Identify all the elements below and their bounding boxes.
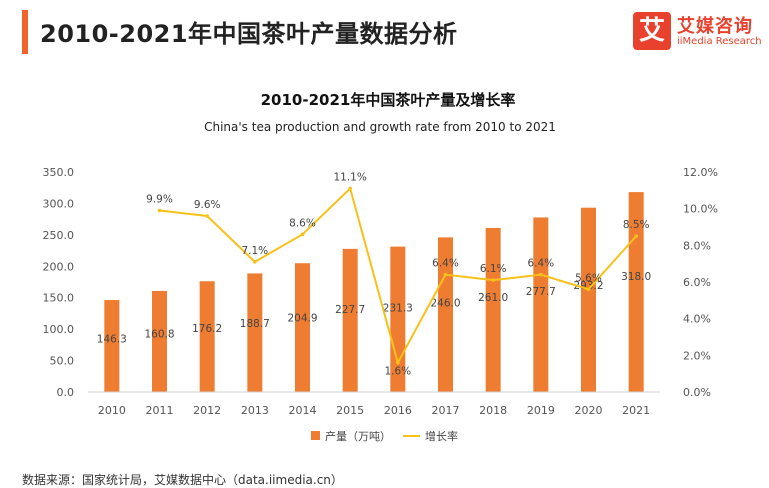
bar-value-label: 227.7 — [335, 304, 365, 316]
line-point — [539, 272, 543, 277]
legend-label-line: 增长率 — [425, 429, 458, 443]
x-tick-label: 2015 — [336, 404, 364, 417]
y-axis-left: 0.0 50.0 100.0 150.0 200.0 250.0 300.0 350.0 — [43, 166, 75, 399]
line-point — [586, 287, 591, 292]
bar — [104, 300, 120, 392]
x-axis: 2010 2011 2012 2013 2014 2015 2016 2017 2018 2019… — [88, 391, 660, 417]
y-left-tick-label: 300.0 — [43, 197, 75, 210]
x-tick-label: 2014 — [289, 404, 317, 417]
legend-label-bar: 产量（万吨） — [325, 429, 391, 443]
y-left-tick-label: 350.0 — [43, 166, 75, 179]
line-value-label: 8.5% — [623, 219, 650, 231]
line-value-label: 7.1% — [241, 245, 268, 257]
bar-value-label: 146.3 — [97, 334, 127, 346]
bar-value-label: 277.7 — [526, 286, 556, 298]
y-left-tick-label: 250.0 — [43, 229, 75, 242]
legend-swatch-bar — [311, 431, 320, 440]
x-tick-label: 2017 — [432, 404, 460, 417]
y-left-tick-label: 100.0 — [43, 323, 75, 336]
bar-value-label: 231.3 — [383, 303, 413, 315]
bar — [152, 290, 167, 392]
line-point — [396, 360, 400, 365]
line-point — [491, 278, 495, 282]
bar — [628, 192, 644, 392]
line-point — [157, 208, 162, 213]
x-tick-label: 2010 — [98, 404, 126, 417]
x-tick-label: 2019 — [527, 404, 555, 417]
x-tick-label: 2020 — [575, 404, 603, 417]
bar-value-label: 293.2 — [573, 280, 603, 292]
bar-value-label: 318.0 — [621, 271, 651, 283]
title-accent-bar — [22, 10, 28, 54]
line-point — [634, 234, 638, 238]
bar — [295, 263, 310, 392]
bar-value-label: 160.8 — [144, 328, 174, 340]
combo-chart: 2010-2021年中国茶叶产量及增长率 China's tea product… — [43, 91, 718, 443]
y-left-tick-label: 200.0 — [43, 260, 75, 273]
bar-value-label: 261.0 — [478, 292, 508, 304]
x-tick-label: 2018 — [479, 404, 507, 417]
y-right-tick-label: 0.0% — [683, 386, 711, 399]
legend: 产量（万吨） 增长率 — [311, 429, 458, 443]
bar — [485, 227, 501, 392]
logo-name-en: iiMedia Research — [677, 36, 762, 47]
x-tick-label: 2013 — [241, 404, 269, 417]
y-left-tick-label: 50.0 — [50, 355, 75, 368]
brand-logo: 艾 艾媒咨询 iiMedia Research — [633, 12, 763, 52]
chart-subtitle: China's tea production and growth rate f… — [204, 120, 556, 134]
bar-value-label: 188.7 — [240, 318, 270, 330]
bar — [581, 207, 596, 392]
y-right-tick-label: 12.0% — [683, 166, 718, 179]
y-right-tick-label: 6.0% — [683, 276, 711, 289]
bar — [199, 281, 215, 392]
bar — [247, 273, 263, 392]
line-value-label: 9.6% — [194, 199, 221, 211]
line-value-label: 6.4% — [527, 258, 554, 270]
y-right-tick-label: 8.0% — [683, 239, 711, 252]
line-value-label: 5.6% — [575, 272, 602, 284]
line-series: 9.9% 9.6% 7.1% 8.6% 11.1% 1.6% 6.4% 6.1% 6.4% 5.6… — [146, 172, 649, 378]
y-left-tick-label: 150.0 — [43, 292, 75, 305]
x-tick-label: 2021 — [622, 404, 650, 417]
bar-value-label: 176.2 — [192, 323, 222, 335]
line-value-label: 8.6% — [289, 217, 316, 229]
chart-title: 2010-2021年中国茶叶产量及增长率 — [261, 91, 516, 109]
line-value-label: 1.6% — [384, 366, 411, 378]
line-point — [205, 214, 209, 218]
bar-series: 146.3 160.8 176.2 188.7 204.9 227.7 231.3 246.0… — [97, 192, 651, 392]
line-point — [348, 186, 352, 191]
y-axis-right: 0.0% 2.0% 4.0% 6.0% 8.0% 10.0% 12.0% — [683, 166, 718, 399]
bar-value-label: 246.0 — [430, 297, 460, 309]
logo-name-cn: 艾媒咨询 — [677, 16, 753, 37]
bar-value-label: 204.9 — [287, 312, 317, 324]
line-point — [253, 260, 257, 264]
x-tick-label: 2012 — [193, 404, 221, 417]
y-right-tick-label: 2.0% — [683, 349, 711, 362]
line-point — [300, 232, 305, 237]
line-point — [443, 272, 448, 277]
logo-mark-icon: 艾 — [633, 12, 671, 50]
x-tick-label: 2011 — [146, 404, 174, 417]
line-value-label: 11.1% — [333, 172, 366, 184]
bar — [533, 217, 549, 392]
x-tick-label: 2016 — [384, 404, 412, 417]
line-value-label: 9.9% — [146, 194, 173, 206]
y-right-tick-label: 4.0% — [683, 313, 711, 326]
page-title: 2010-2021年中国茶叶产量数据分析 — [40, 20, 458, 48]
y-left-tick-label: 0.0 — [57, 386, 75, 399]
line-value-label: 6.4% — [432, 258, 459, 270]
y-right-tick-label: 10.0% — [683, 203, 718, 216]
line-value-label: 6.1% — [480, 263, 507, 275]
bar — [342, 248, 358, 392]
